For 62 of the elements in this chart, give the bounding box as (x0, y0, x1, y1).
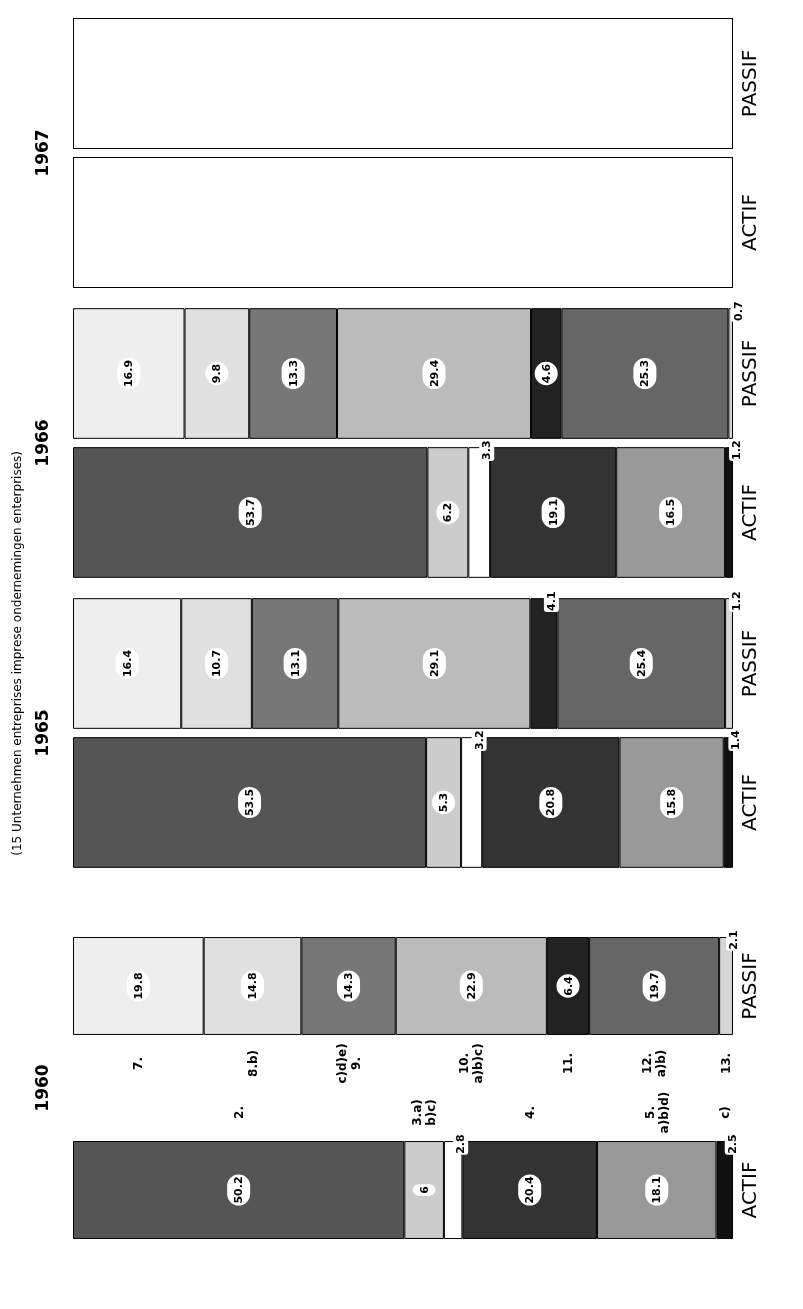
data-label: 3.2 (472, 730, 486, 750)
data-label: 19.8 (131, 972, 145, 1000)
data-label: 1.2 (730, 591, 744, 611)
data-label: 29.4 (427, 359, 441, 388)
text: 1966 (31, 419, 52, 467)
data-label: 53.5 (243, 788, 257, 817)
data-label: 29.1 (427, 649, 441, 678)
data-label: 2.5 (725, 1134, 739, 1154)
data-label: 25.3 (638, 359, 652, 388)
text: 3.a) b)c) (410, 1099, 439, 1126)
data-label: 6 (417, 1185, 431, 1194)
text: 12. a)b) (640, 1049, 669, 1078)
data-label: 22.9 (464, 972, 478, 1000)
data-label: 19.1 (546, 498, 560, 527)
text: (15 Unternehmen entreprises imprese ondernemingen enterprises) (9, 450, 24, 856)
data-label: 10.7 (210, 649, 224, 678)
text: 11. (561, 1052, 575, 1075)
data-label: 3.3 (480, 440, 494, 460)
data-label: 53.7 (243, 498, 257, 527)
data-label: 18.1 (650, 1176, 664, 1204)
data-label: 15.8 (665, 788, 679, 817)
text: 4. (522, 1106, 537, 1119)
data-label: 2.1 (727, 930, 741, 950)
y-tick-label: ACTIF (737, 484, 761, 541)
text: 5. a)b)d) (642, 1091, 671, 1134)
data-label: 1.4 (729, 730, 743, 750)
data-label: 14.3 (342, 972, 356, 1000)
data-label: 2.8 (454, 1134, 468, 1154)
y-tick-label: PASSIF (737, 629, 761, 698)
text: 8.b) (245, 1049, 260, 1077)
y-tick-label: PASSIF (737, 339, 761, 408)
text: 7. (131, 1057, 146, 1070)
y-tick-label: ACTIF (737, 1161, 761, 1219)
data-label: 6.4 (561, 975, 575, 996)
data-label: 20.4 (523, 1176, 537, 1204)
y-tick-label: ACTIF (737, 774, 761, 831)
text: 13. (719, 1052, 734, 1075)
data-label: 50.2 (232, 1176, 246, 1204)
data-label: 25.4 (634, 649, 648, 678)
data-label: 16.4 (120, 649, 134, 678)
data-label: 13.1 (288, 649, 302, 678)
data-label: 16.9 (122, 359, 136, 388)
text: 10. a)b)c) (457, 1043, 486, 1084)
data-label: 9.8 (210, 363, 224, 384)
data-label: 4.6 (539, 363, 553, 384)
data-label: 20.8 (544, 788, 558, 817)
data-label: 16.5 (664, 498, 678, 527)
data-label: 6.2 (441, 502, 455, 523)
text: 1967 (31, 129, 52, 177)
y-tick-label: PASSIF (737, 952, 761, 1020)
data-label: 13.3 (286, 359, 300, 388)
text: c)d)e) 9. (334, 1043, 363, 1084)
data-label: 19.7 (647, 972, 661, 1000)
text: c) (717, 1106, 732, 1119)
text: 1965 (31, 709, 52, 757)
text: 1960 (31, 1064, 52, 1112)
data-label: 5.3 (437, 792, 451, 813)
data-label: 4.1 (544, 591, 558, 611)
data-label: 1.2 (730, 440, 744, 460)
text: 2. (231, 1106, 246, 1119)
data-label: 14.8 (246, 972, 260, 1000)
data-label: 0.7 (731, 301, 745, 321)
